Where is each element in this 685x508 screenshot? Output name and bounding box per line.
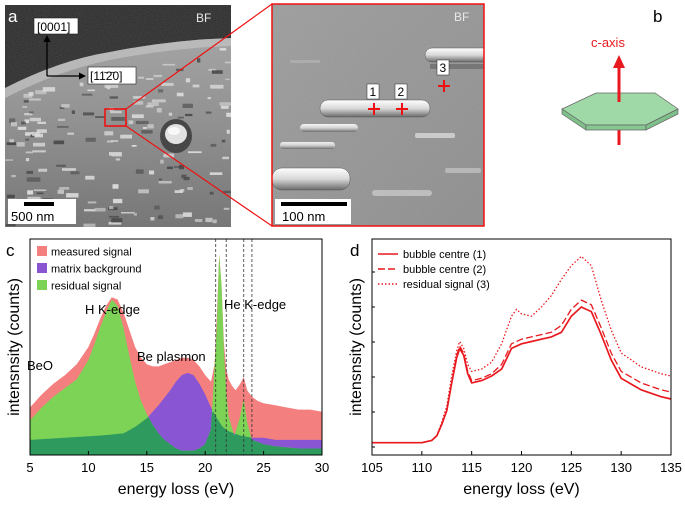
panel-a: a BF [0001] [11̄2̄0] 500 nm <box>5 5 231 227</box>
scalebar-inset-label: 100 nm <box>282 209 325 224</box>
c-axis-arrowhead <box>613 55 625 68</box>
axis-a-box <box>87 66 137 85</box>
legend-swatch <box>37 246 47 256</box>
area-overlap <box>30 411 322 455</box>
marker-1-label: 1 <box>370 85 377 99</box>
chart-c-xtick-label: 15 <box>140 460 154 475</box>
chart-d: bubble centre (1) bubble centre (2) residu… <box>348 238 682 498</box>
scalebar-a <box>24 202 54 206</box>
tem-texture <box>5 5 231 227</box>
chart-c-xtick-label: 20 <box>198 460 212 475</box>
chart-c: BeO H K-edge Be plasmon He K-edge measured s… <box>6 238 329 498</box>
legend-swatch <box>37 263 47 273</box>
chart-d-xtick-label: 120 <box>511 460 533 475</box>
chart-c-ylabel: intensnsity (counts) <box>6 278 23 416</box>
annotation-0: BeO <box>27 358 53 373</box>
marker-3-box <box>436 59 450 76</box>
series-line-1 <box>372 299 672 444</box>
series-line-2 <box>372 255 672 444</box>
panel-c: c BeO H K-edge Be plasmon He K-edge measured… <box>6 238 329 498</box>
panel-b: b c-axis <box>561 7 679 145</box>
zoom-region <box>104 108 127 127</box>
c-axis-label: c-axis <box>591 35 625 50</box>
legend-label: matrix background <box>51 264 142 276</box>
chart-d-ylabel: intensnsity (counts) <box>348 278 365 416</box>
panel-a-letter: a <box>8 7 18 26</box>
series-line-0 <box>372 306 672 444</box>
area-matrix-background <box>30 372 322 455</box>
panel-d-letter: d <box>350 241 359 260</box>
marker-2-label: 2 <box>398 85 405 99</box>
chart-d-xtick-label: 105 <box>361 460 383 475</box>
inset-texture <box>272 4 484 226</box>
legend-label: bubble centre (2) <box>403 264 486 276</box>
chart-c-xtick-label: 10 <box>81 460 95 475</box>
chart-d-xtick-label: 125 <box>560 460 582 475</box>
legend-label: bubble centre (1) <box>403 249 486 261</box>
legend-label: residual signal <box>51 281 121 293</box>
marker-1-box <box>366 83 380 100</box>
scalebar-a-label: 500 nm <box>11 209 54 224</box>
marker-3-label: 3 <box>440 61 447 75</box>
chart-d-xtick-label: 135 <box>660 460 682 475</box>
legend-swatch <box>37 280 47 290</box>
annotation-3: He K-edge <box>224 297 286 312</box>
chart-c-xtick-label: 30 <box>315 460 329 475</box>
legend-label: measured signal <box>51 247 132 259</box>
marker-crosses <box>368 80 450 115</box>
panel-inset: BF 1 2 3 100 nm <box>271 3 485 227</box>
panel-c-letter: c <box>6 241 15 260</box>
panel-d: d bubble centre (1) bubble centre (2) resi… <box>348 238 682 498</box>
annotation-2: Be plasmon <box>137 349 206 364</box>
inset-mode: BF <box>454 10 469 24</box>
marker-2-box <box>394 83 408 100</box>
chart-c-frame <box>29 238 323 456</box>
chart-c-xlabel: energy loss (eV) <box>118 481 235 498</box>
axis-c-label: [0001] <box>37 20 70 34</box>
inset-frame <box>271 3 485 227</box>
panel-b-letter: b <box>653 7 662 26</box>
area-residual-signal <box>30 254 322 455</box>
chart-c-xtick-label: 25 <box>256 460 270 475</box>
annotation-1: H K-edge <box>85 302 140 317</box>
zoom-line-top <box>125 3 273 110</box>
scalebar-inset <box>281 202 347 206</box>
axis-a-label: [11̄2̄0] <box>90 69 122 83</box>
chart-d-xtick-label: 110 <box>411 460 432 475</box>
chart-d-xtick-label: 130 <box>610 460 632 475</box>
chart-d-xtick-label: 115 <box>461 460 482 475</box>
legend-label: residual signal (3) <box>403 279 490 291</box>
zoom-line-bottom <box>125 125 273 227</box>
chart-c-xtick-label: 5 <box>26 460 33 475</box>
panel-a-mode: BF <box>196 11 211 25</box>
chart-d-xlabel: energy loss (eV) <box>463 481 580 498</box>
axis-c-box <box>33 17 79 35</box>
